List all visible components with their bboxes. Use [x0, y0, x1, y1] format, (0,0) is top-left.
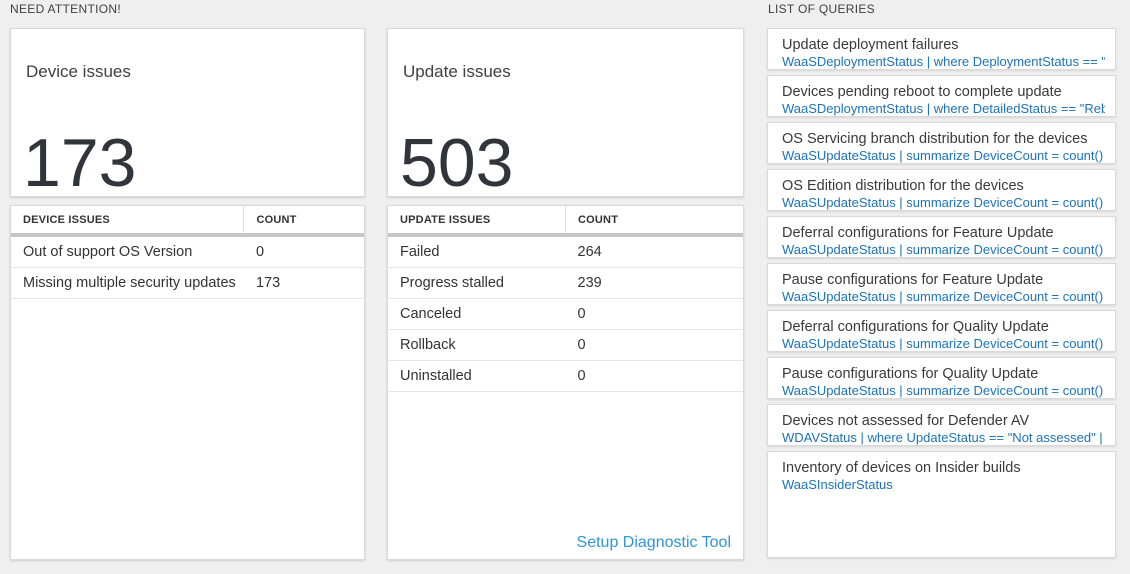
device-issues-count: 173	[23, 125, 137, 201]
query-text-link[interactable]: WaaSInsiderStatus	[782, 477, 893, 492]
query-list-item[interactable]: Pause configurations for Quality Update W…	[767, 357, 1116, 399]
query-list-item[interactable]: OS Servicing branch distribution for the…	[767, 122, 1116, 164]
query-title: OS Servicing branch distribution for the…	[782, 131, 1088, 147]
table-row[interactable]: Rollback 0	[388, 329, 743, 361]
issue-name-cell: Missing multiple security updates	[11, 267, 244, 299]
setup-diagnostic-tool-link[interactable]: Setup Diagnostic Tool	[576, 534, 731, 551]
query-text-link[interactable]: WDAVStatus | where UpdateStatus == "Not …	[782, 430, 1105, 445]
issue-count-cell: 239	[565, 267, 743, 299]
query-title: Devices not assessed for Defender AV	[782, 413, 1030, 429]
device-issues-table: DEVICE ISSUES COUNT Out of support OS Ve…	[11, 206, 364, 299]
issue-count-cell: 173	[243, 267, 364, 299]
issue-name-cell: Progress stalled	[388, 267, 566, 299]
query-list-item[interactable]: Inventory of devices on Insider builds Wa…	[767, 451, 1116, 558]
query-title: Pause configurations for Feature Update	[782, 272, 1044, 288]
query-list-item[interactable]: Deferral configurations for Quality Upda…	[767, 310, 1116, 352]
table-row[interactable]: Missing multiple security updates 173	[11, 267, 364, 299]
query-text-link[interactable]: WaaSUpdateStatus | summarize DeviceCount…	[782, 242, 1105, 257]
query-text-link[interactable]: WaaSDeploymentStatus | where DeploymentS…	[782, 54, 1105, 69]
table-row[interactable]: Out of support OS Version 0	[11, 235, 364, 268]
query-list-item[interactable]: Devices not assessed for Defender AV WDAV…	[767, 404, 1116, 446]
query-title: Devices pending reboot to complete updat…	[782, 84, 1062, 100]
query-title: Deferral configurations for Feature Upda…	[782, 225, 1054, 241]
update-issues-table-card: UPDATE ISSUES COUNT Failed 264 Progress st…	[387, 205, 744, 560]
query-text-link[interactable]: WaaSUpdateStatus | summarize DeviceCount…	[782, 195, 1105, 210]
query-list-item[interactable]: Update deployment failures WaaSDeployment…	[767, 28, 1116, 70]
column-header-count: COUNT	[243, 206, 364, 237]
device-issues-stat-tile[interactable]: Device issues 173	[10, 28, 365, 197]
issue-name-cell: Failed	[388, 235, 566, 268]
update-issues-table: UPDATE ISSUES COUNT Failed 264 Progress st…	[388, 206, 743, 392]
query-text-link[interactable]: WaaSUpdateStatus | summarize DeviceCount…	[782, 336, 1105, 351]
query-text-link[interactable]: WaaSUpdateStatus | summarize DeviceCount…	[782, 289, 1105, 304]
issue-name-cell: Out of support OS Version	[11, 235, 244, 268]
query-title: Deferral configurations for Quality Upda…	[782, 319, 1049, 335]
query-list-item[interactable]: Deferral configurations for Feature Upda…	[767, 216, 1116, 258]
table-row[interactable]: Failed 264	[388, 235, 743, 268]
column-header-count: COUNT	[565, 206, 743, 237]
query-text-link[interactable]: WaaSUpdateStatus | summarize DeviceCount…	[782, 383, 1105, 398]
query-title: Pause configurations for Quality Update	[782, 366, 1039, 382]
query-list-panel: Update deployment failures WaaSDeployment…	[767, 28, 1116, 558]
issue-count-cell: 0	[243, 235, 364, 268]
issue-count-cell: 0	[565, 360, 743, 392]
device-issues-table-header-row: DEVICE ISSUES COUNT	[11, 206, 364, 237]
query-list-item[interactable]: Devices pending reboot to complete updat…	[767, 75, 1116, 117]
query-title: Inventory of devices on Insider builds	[782, 460, 1021, 476]
issue-count-cell: 264	[565, 235, 743, 268]
update-issues-count: 503	[400, 125, 514, 201]
list-of-queries-section-header: LIST OF QUERIES	[768, 2, 875, 16]
update-issues-table-header-row: UPDATE ISSUES COUNT	[388, 206, 743, 237]
query-title: Update deployment failures	[782, 37, 959, 53]
table-row[interactable]: Uninstalled 0	[388, 360, 743, 392]
query-title: OS Edition distribution for the devices	[782, 178, 1024, 194]
table-row[interactable]: Canceled 0	[388, 298, 743, 330]
issue-name-cell: Canceled	[388, 298, 566, 330]
update-issues-stat-tile[interactable]: Update issues 503	[387, 28, 744, 197]
issue-count-cell: 0	[565, 298, 743, 330]
query-list-item[interactable]: OS Edition distribution for the devices W…	[767, 169, 1116, 211]
query-text-link[interactable]: WaaSDeploymentStatus | where DetailedSta…	[782, 101, 1105, 116]
device-issues-label: Device issues	[26, 62, 131, 81]
column-header-device-issues: DEVICE ISSUES	[11, 206, 244, 237]
table-row[interactable]: Progress stalled 239	[388, 267, 743, 299]
device-issues-table-card: DEVICE ISSUES COUNT Out of support OS Ve…	[10, 205, 365, 560]
issue-name-cell: Uninstalled	[388, 360, 566, 392]
issue-name-cell: Rollback	[388, 329, 566, 361]
issue-count-cell: 0	[565, 329, 743, 361]
need-attention-section-header: NEED ATTENTION!	[10, 2, 121, 16]
update-issues-label: Update issues	[403, 62, 511, 81]
column-header-update-issues: UPDATE ISSUES	[388, 206, 566, 237]
query-list-item[interactable]: Pause configurations for Feature Update W…	[767, 263, 1116, 305]
query-text-link[interactable]: WaaSUpdateStatus | summarize DeviceCount…	[782, 148, 1105, 163]
